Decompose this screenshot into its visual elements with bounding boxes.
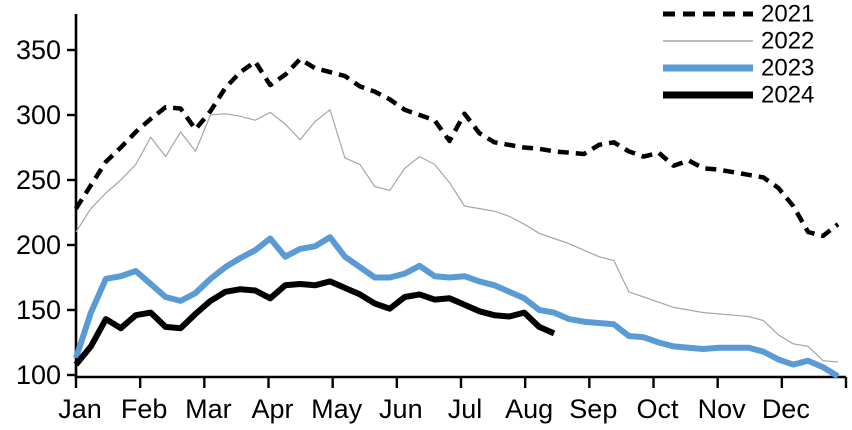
x-axis-month-label: Oct	[636, 394, 679, 424]
y-axis-tick-label: 250	[16, 165, 61, 195]
legend-label-2024: 2024	[761, 82, 814, 109]
y-axis-tick-label: 100	[16, 360, 61, 390]
x-axis-month-label: Apr	[251, 394, 293, 424]
series-line-2022	[75, 109, 839, 363]
x-axis-month-label: Dec	[762, 394, 810, 424]
x-axis-month-label: Jul	[448, 394, 483, 424]
legend-label-2023: 2023	[761, 55, 814, 82]
x-axis-month-label: Sep	[569, 394, 617, 424]
legend-label-2021: 2021	[761, 1, 814, 28]
x-axis-month-label: Jan	[58, 394, 102, 424]
legend-label-2022: 2022	[761, 28, 814, 55]
y-axis-tick-label: 200	[16, 230, 61, 260]
x-axis-month-label: Aug	[505, 394, 553, 424]
series-line-2024	[73, 278, 556, 367]
series-line-2021	[74, 56, 840, 239]
y-axis-tick-label: 150	[16, 295, 61, 325]
series-line-2023	[73, 234, 840, 379]
y-axis-tick-label: 300	[16, 100, 61, 130]
x-axis-month-label: Jun	[379, 394, 423, 424]
x-axis-month-label: Feb	[121, 394, 168, 424]
x-axis-month-label: Nov	[698, 394, 747, 424]
y-axis-tick-label: 350	[16, 35, 61, 65]
x-axis-month-label: Mar	[185, 394, 232, 424]
x-axis-month-label: May	[311, 394, 363, 424]
